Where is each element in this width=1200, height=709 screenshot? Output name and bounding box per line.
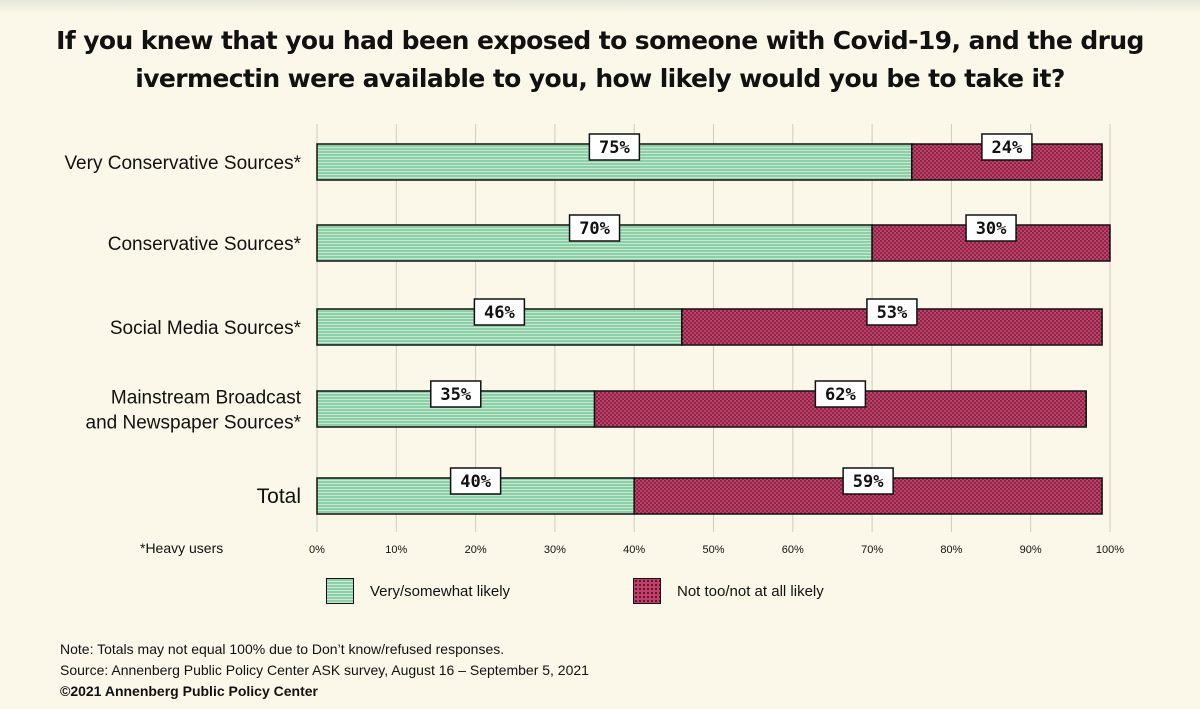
note-text: Note: Totals may not equal 100% due to D… [60, 641, 505, 657]
x-tick-label: 90% [1020, 544, 1042, 556]
legend-unlikely-label: Not too/not at all likely [677, 582, 824, 600]
data-label: 62% [825, 385, 856, 405]
x-tick-label: 80% [940, 544, 962, 556]
data-label: 53% [877, 303, 908, 323]
x-tick-label: 40% [623, 544, 645, 556]
category-label: Conservative Sources* [108, 234, 302, 255]
category-label: Total [257, 485, 301, 508]
data-label: 70% [579, 219, 610, 239]
copyright-text: ©2021 Annenberg Public Policy Center [60, 683, 318, 699]
data-label: 30% [976, 219, 1007, 239]
data-label: 46% [484, 303, 515, 323]
bars [316, 143, 1111, 515]
data-label-box [588, 133, 641, 161]
category-label-line: Social Media Sources* [110, 318, 302, 339]
category-label-line: and Newspaper Sources* [86, 413, 302, 434]
x-tick-label: 50% [702, 544, 724, 556]
source-text: Source: Annenberg Public Policy Center A… [60, 662, 589, 678]
category-label-line: Very Conservative Sources* [64, 153, 301, 174]
data-label-box [449, 467, 502, 495]
x-tick-label: 10% [385, 544, 407, 556]
category-label-line: Total [257, 485, 301, 508]
data-label: 35% [440, 385, 471, 405]
data-label-box [866, 298, 918, 326]
data-label-box [568, 214, 621, 242]
data-label-box [473, 298, 526, 326]
legend-unlikely: Not too/not at all likely [633, 576, 824, 606]
x-tick-labels: 0% 10% 20% 30% 40% 50% 60% 70% 80% 90% 100% [309, 544, 1124, 556]
x-tick-label: 30% [544, 544, 566, 556]
legend-likely-label: Very/somewhat likely [370, 582, 511, 600]
data-label: 75% [599, 138, 630, 158]
data-label: 40% [460, 472, 491, 492]
category-label-line: Mainstream Broadcast [111, 388, 302, 409]
bar-unlikely [593, 390, 1087, 428]
data-label-box [842, 467, 894, 495]
x-tick-label: 100% [1096, 544, 1124, 556]
bar-unlikely [681, 308, 1103, 346]
x-tick-label: 20% [465, 544, 487, 556]
source-notes: Note: Totals may not equal 100% due to D… [60, 639, 589, 702]
data-label-box [814, 380, 867, 408]
x-tick-label: 60% [782, 544, 804, 556]
category-label: Social Media Sources* [110, 318, 302, 339]
data-label-box [965, 214, 1017, 242]
legend-likely: Very/somewhat likely [326, 576, 510, 606]
category-label: Very Conservative Sources* [64, 153, 301, 174]
data-label-box [430, 380, 482, 408]
category-label: Mainstream Broadcast and Newspaper Source… [86, 388, 302, 434]
x-tick-label: 70% [861, 544, 883, 556]
category-label-line: Conservative Sources* [108, 234, 302, 255]
bar-likely [316, 143, 913, 181]
data-label-box [981, 133, 1033, 161]
data-labels: 75% 24% 70% 30% 46% 53% 35% 62% 40% 59% [430, 133, 1033, 495]
chart-title: If you knew that you had been exposed to… [56, 26, 1144, 93]
data-label: 24% [992, 138, 1023, 158]
top-edge [0, 0, 1200, 14]
footnote-heavy-users: *Heavy users [140, 540, 224, 556]
legend-unlikely-swatch [633, 578, 661, 604]
legend-likely-swatch [326, 578, 354, 604]
category-labels: Very Conservative Sources* Conservative S… [64, 153, 301, 508]
data-label: 59% [853, 472, 884, 492]
x-tick-label: 0% [309, 544, 325, 556]
